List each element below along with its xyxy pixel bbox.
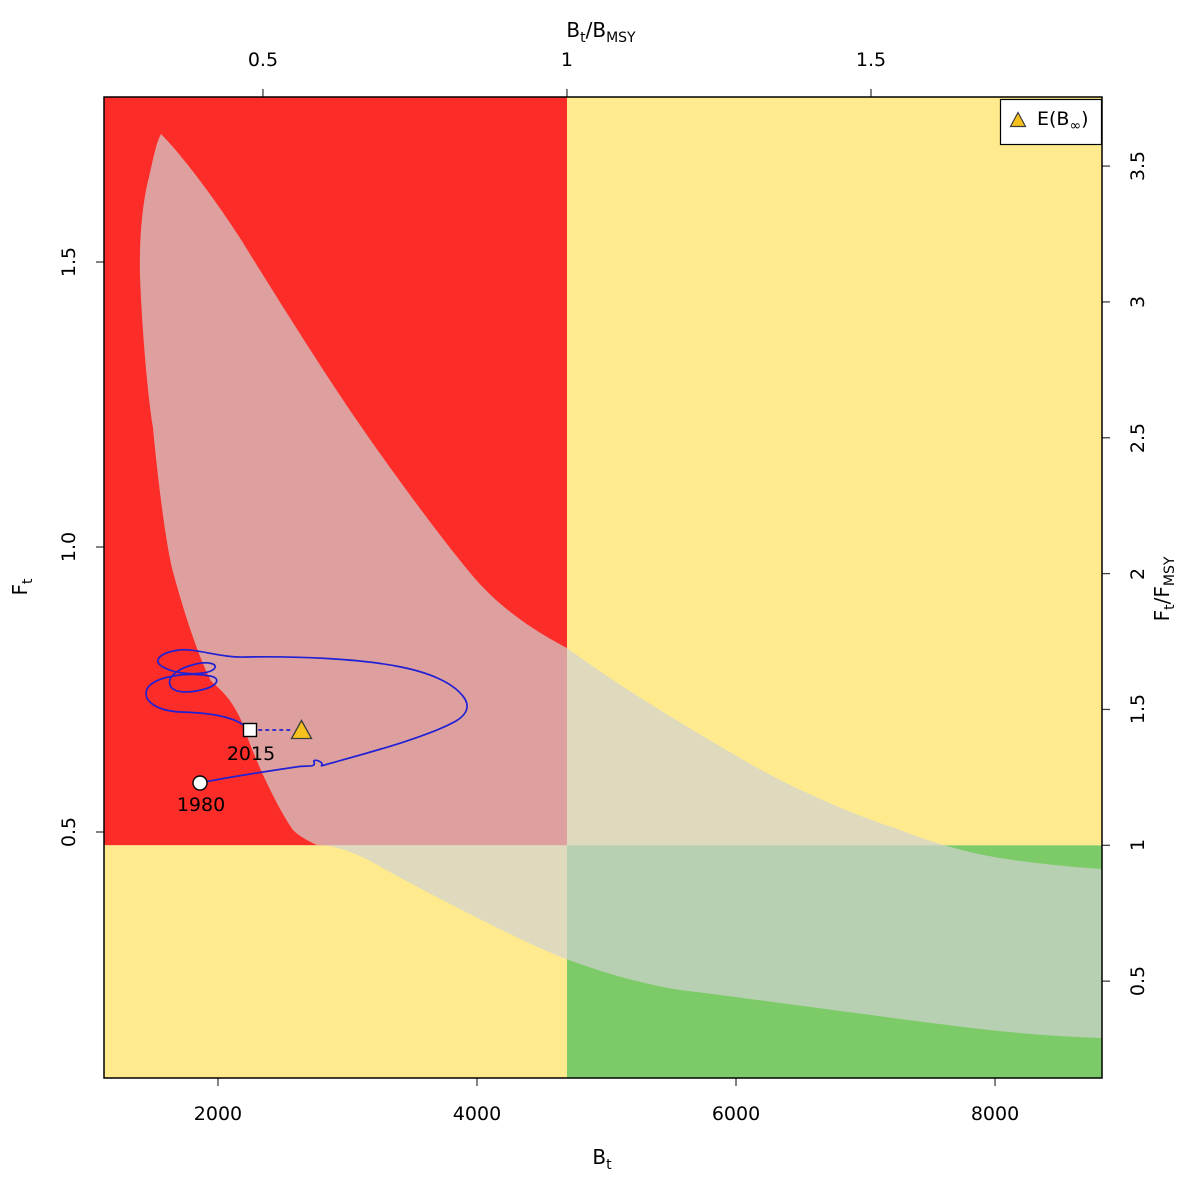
expected-biomass-marker-triangle: [290, 719, 313, 740]
trajectory-line: [145, 648, 468, 784]
end-year-marker-square: [242, 722, 258, 738]
axis-tick-marks: [96, 89, 1110, 1086]
start-year-marker-circle: [192, 775, 208, 791]
legend-triangle-icon: [1009, 111, 1027, 128]
plot-border: [103, 96, 1103, 1079]
uncertainty-cloud-region: [139, 134, 1103, 1038]
